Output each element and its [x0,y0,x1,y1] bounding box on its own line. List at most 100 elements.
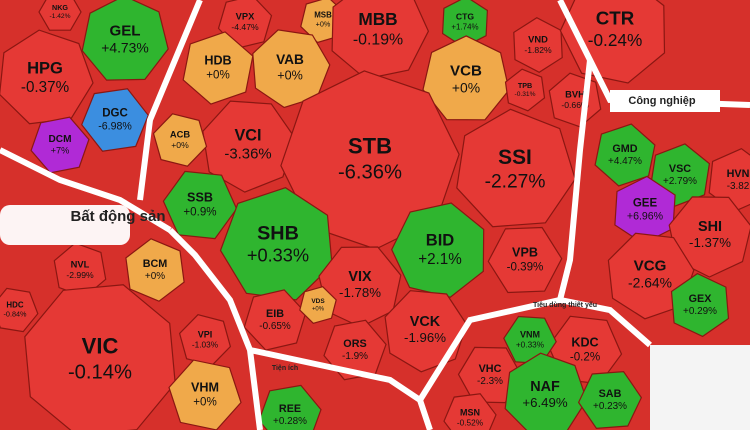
change: +0% [312,306,325,312]
change: +2.1% [418,251,462,268]
change: -0.84% [3,310,27,319]
change: -1.82% [524,45,552,55]
ticker: BCM [143,258,168,270]
change: +6.49% [522,395,567,410]
change: -0.66% [561,100,589,110]
change: +4.73% [101,40,149,56]
stock-cell [422,35,510,121]
ticker: VHM [191,380,219,394]
ticker: GEL [109,23,140,40]
change: -0.65% [259,321,291,332]
sector-label-bg [610,90,720,112]
change: +0% [193,397,217,409]
change: +1.74% [451,22,478,31]
stock-cell [0,287,39,333]
ticker: TPB [518,81,532,90]
change: -3.36% [224,147,271,163]
stock-cell [125,238,185,302]
change: +0.23% [593,401,627,412]
change: +0.33% [247,246,309,266]
stock-cell [30,116,90,174]
ticker: SSI [498,146,532,169]
change: -1.96% [404,330,446,345]
stock-cell [152,113,208,167]
stock-cell [24,284,176,430]
stock-cell [318,246,402,328]
stock-cell [503,315,557,365]
change: +7% [51,146,70,156]
change: -1.78% [339,285,381,300]
stock-cell [178,314,232,366]
stock-cell [219,187,333,301]
border [0,147,172,233]
ticker: SAB [599,388,622,400]
stock-cell [0,29,94,125]
ticker: SSB [187,190,213,204]
change: -0.2% [570,352,600,364]
border [557,59,593,301]
ticker: HPG [27,58,63,77]
stock-cell [670,272,730,338]
ticker: VNM [520,329,540,339]
change: -0.19% [353,32,403,49]
ticker: SHI [698,219,722,235]
change: +0% [452,80,480,96]
ticker: VSC [669,163,691,175]
stock-cell [243,289,307,351]
logo-area [650,345,750,430]
change: +0.33% [516,341,545,350]
ticker: DCM [49,134,72,145]
change: -6.98% [98,121,132,133]
change: +0% [145,271,165,282]
stock-cell [513,17,563,73]
ticker: GMD [612,143,637,155]
change: +0% [206,70,230,82]
ticker: EIB [266,308,284,320]
ticker: ACB [170,129,190,139]
sector-label-bg [0,205,130,245]
change: -0.31% [515,91,536,98]
change: -2.64% [628,275,672,291]
stock-cell [457,346,523,404]
ticker: VAB [276,52,304,67]
ticker: NKG [52,3,68,12]
stock-cell [443,393,497,430]
sector-label: Tiện ích [272,365,298,372]
change: +6.96% [627,211,664,223]
ticker: VHC [479,363,502,375]
change: -4.47% [231,22,259,32]
ticker: REE [279,403,301,415]
change: -1.03% [192,341,219,350]
border [249,347,433,430]
stock-cell [323,319,387,381]
stock-cell [391,202,485,298]
change: +2.79% [663,176,697,187]
ticker: CTR [596,8,635,29]
change: -6.36% [338,162,402,184]
ticker: SHB [257,222,299,244]
ticker: MSN [460,407,480,417]
border [167,227,263,430]
change: -0.24% [588,30,643,50]
change: +0% [316,20,331,29]
stock-cell [559,0,666,84]
change: +4.47% [608,156,642,167]
change: -0.14% [68,362,132,384]
ticker: HDB [204,53,231,67]
change: -0.37% [21,79,69,96]
ticker: HVN [727,168,750,180]
ticker: VCK [410,314,441,330]
ticker: KDC [571,335,598,349]
ticker: VIC [82,334,119,359]
change: -3.82 [727,181,750,192]
ticker: VND [528,34,548,44]
ticker: ORS [343,338,366,350]
ticker: NAF [530,379,560,395]
stock-cell [456,108,576,228]
stock-cell [487,226,563,294]
ticker: BVH [565,89,585,99]
change: -1.9% [342,351,368,362]
ticker: MSB [314,11,332,20]
ticker: BID [426,230,455,249]
